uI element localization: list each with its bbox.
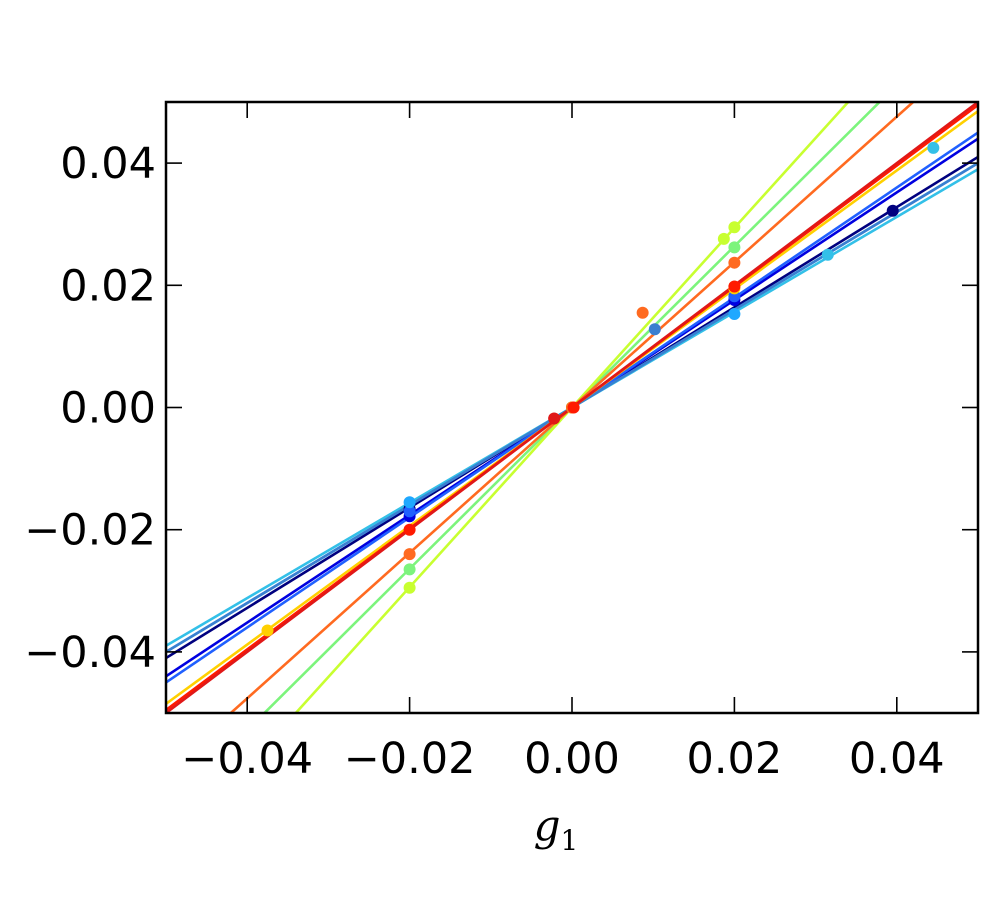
- x-tick-label: 0.00: [524, 734, 620, 784]
- y-tick-label: 0.00: [60, 384, 156, 434]
- x-axis-label-main: g: [534, 801, 561, 850]
- data-point: [728, 241, 741, 254]
- label-layer: −0.04 −0.02 0.00 0.02 0.040.040.020.00−0.02−…: [24, 139, 944, 784]
- data-point: [927, 141, 940, 154]
- x-tick-label: 0.02: [687, 734, 783, 784]
- x-axis-label-subscript: 1: [561, 824, 579, 857]
- data-point: [567, 401, 580, 414]
- x-tick-label: 0.04: [849, 734, 945, 784]
- data-point: [403, 548, 416, 561]
- data-point: [403, 523, 416, 536]
- data-point: [636, 306, 649, 319]
- data-point: [648, 323, 661, 336]
- data-point: [821, 248, 834, 261]
- y-tick-label: −0.02: [24, 506, 156, 556]
- data-point: [261, 624, 274, 637]
- x-tick-label: −0.02: [344, 734, 476, 784]
- x-tick-label: −0.04: [181, 734, 313, 784]
- data-point: [548, 412, 561, 425]
- data-point: [728, 280, 741, 293]
- data-point: [728, 256, 741, 269]
- data-point: [403, 581, 416, 594]
- data-point: [886, 204, 899, 217]
- y-tick-label: 0.04: [60, 139, 156, 189]
- data-point: [728, 221, 741, 234]
- x-axis-label: g1: [534, 801, 579, 857]
- tick-layer: [166, 102, 978, 713]
- data-layer: [166, 102, 978, 713]
- data-point: [717, 232, 730, 245]
- y-tick-label: 0.02: [60, 261, 156, 311]
- data-point: [403, 563, 416, 576]
- y-tick-label: −0.04: [24, 628, 156, 678]
- data-point: [403, 496, 416, 509]
- data-point: [728, 308, 741, 321]
- data-point: [403, 505, 416, 518]
